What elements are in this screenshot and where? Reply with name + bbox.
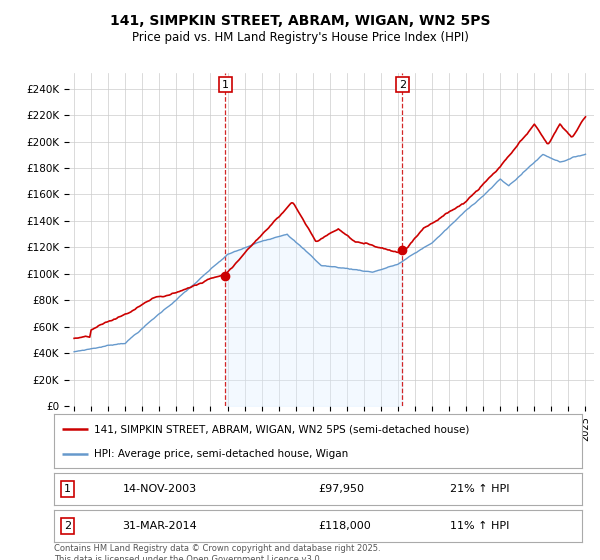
Text: 141, SIMPKIN STREET, ABRAM, WIGAN, WN2 5PS (semi-detached house): 141, SIMPKIN STREET, ABRAM, WIGAN, WN2 5… [94, 424, 469, 435]
Text: 14-NOV-2003: 14-NOV-2003 [122, 484, 197, 494]
Text: £118,000: £118,000 [318, 521, 371, 531]
Text: 2: 2 [398, 80, 406, 90]
Text: 2: 2 [64, 521, 71, 531]
Text: HPI: Average price, semi-detached house, Wigan: HPI: Average price, semi-detached house,… [94, 449, 348, 459]
Text: Contains HM Land Registry data © Crown copyright and database right 2025.
This d: Contains HM Land Registry data © Crown c… [54, 544, 380, 560]
Text: 141, SIMPKIN STREET, ABRAM, WIGAN, WN2 5PS: 141, SIMPKIN STREET, ABRAM, WIGAN, WN2 5… [110, 14, 490, 28]
Text: 11% ↑ HPI: 11% ↑ HPI [450, 521, 509, 531]
Text: 21% ↑ HPI: 21% ↑ HPI [450, 484, 509, 494]
Text: Price paid vs. HM Land Registry's House Price Index (HPI): Price paid vs. HM Land Registry's House … [131, 31, 469, 44]
Text: 1: 1 [222, 80, 229, 90]
Text: £97,950: £97,950 [318, 484, 364, 494]
Text: 31-MAR-2014: 31-MAR-2014 [122, 521, 197, 531]
Text: 1: 1 [64, 484, 71, 494]
